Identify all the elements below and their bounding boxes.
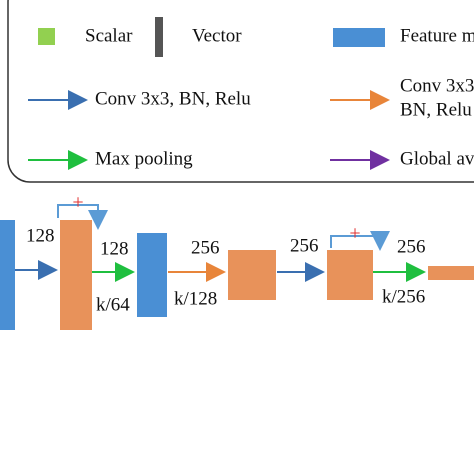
- feature-map: [60, 220, 92, 330]
- legend-box: [7, 0, 474, 183]
- scalar-swatch: [38, 28, 55, 45]
- feature-map: [0, 220, 15, 330]
- channel-label: 128: [100, 238, 129, 259]
- skip-connection: [57, 204, 108, 230]
- plus: +: [72, 192, 83, 214]
- size-label: k/128: [174, 288, 217, 309]
- legend-label: Scalar: [85, 25, 133, 46]
- channel-label: 256: [290, 235, 319, 256]
- channel-label: 256: [397, 236, 426, 257]
- legend-label: Vector: [192, 25, 242, 46]
- feature-map: [137, 233, 167, 317]
- legend-label: Global av: [400, 148, 474, 169]
- channel-label: 128: [26, 225, 55, 246]
- feature-map: [327, 250, 373, 300]
- size-label: k/64: [96, 294, 130, 315]
- legend-label: BN, Relu: [400, 99, 472, 120]
- channel-label: 256: [191, 237, 220, 258]
- size-label: k/256: [382, 286, 425, 307]
- legend-label: Conv 3x3: [400, 75, 474, 96]
- feature-map: [428, 266, 474, 280]
- legend-label: Max pooling: [95, 148, 193, 169]
- feature-map-swatch: [333, 28, 385, 47]
- skip-connection: [330, 231, 390, 251]
- vector-swatch: [155, 17, 163, 57]
- feature-map: [228, 250, 276, 300]
- legend-label: Conv 3x3, BN, Relu: [95, 88, 251, 109]
- plus: +: [349, 223, 360, 245]
- legend-label: Feature m: [400, 25, 474, 46]
